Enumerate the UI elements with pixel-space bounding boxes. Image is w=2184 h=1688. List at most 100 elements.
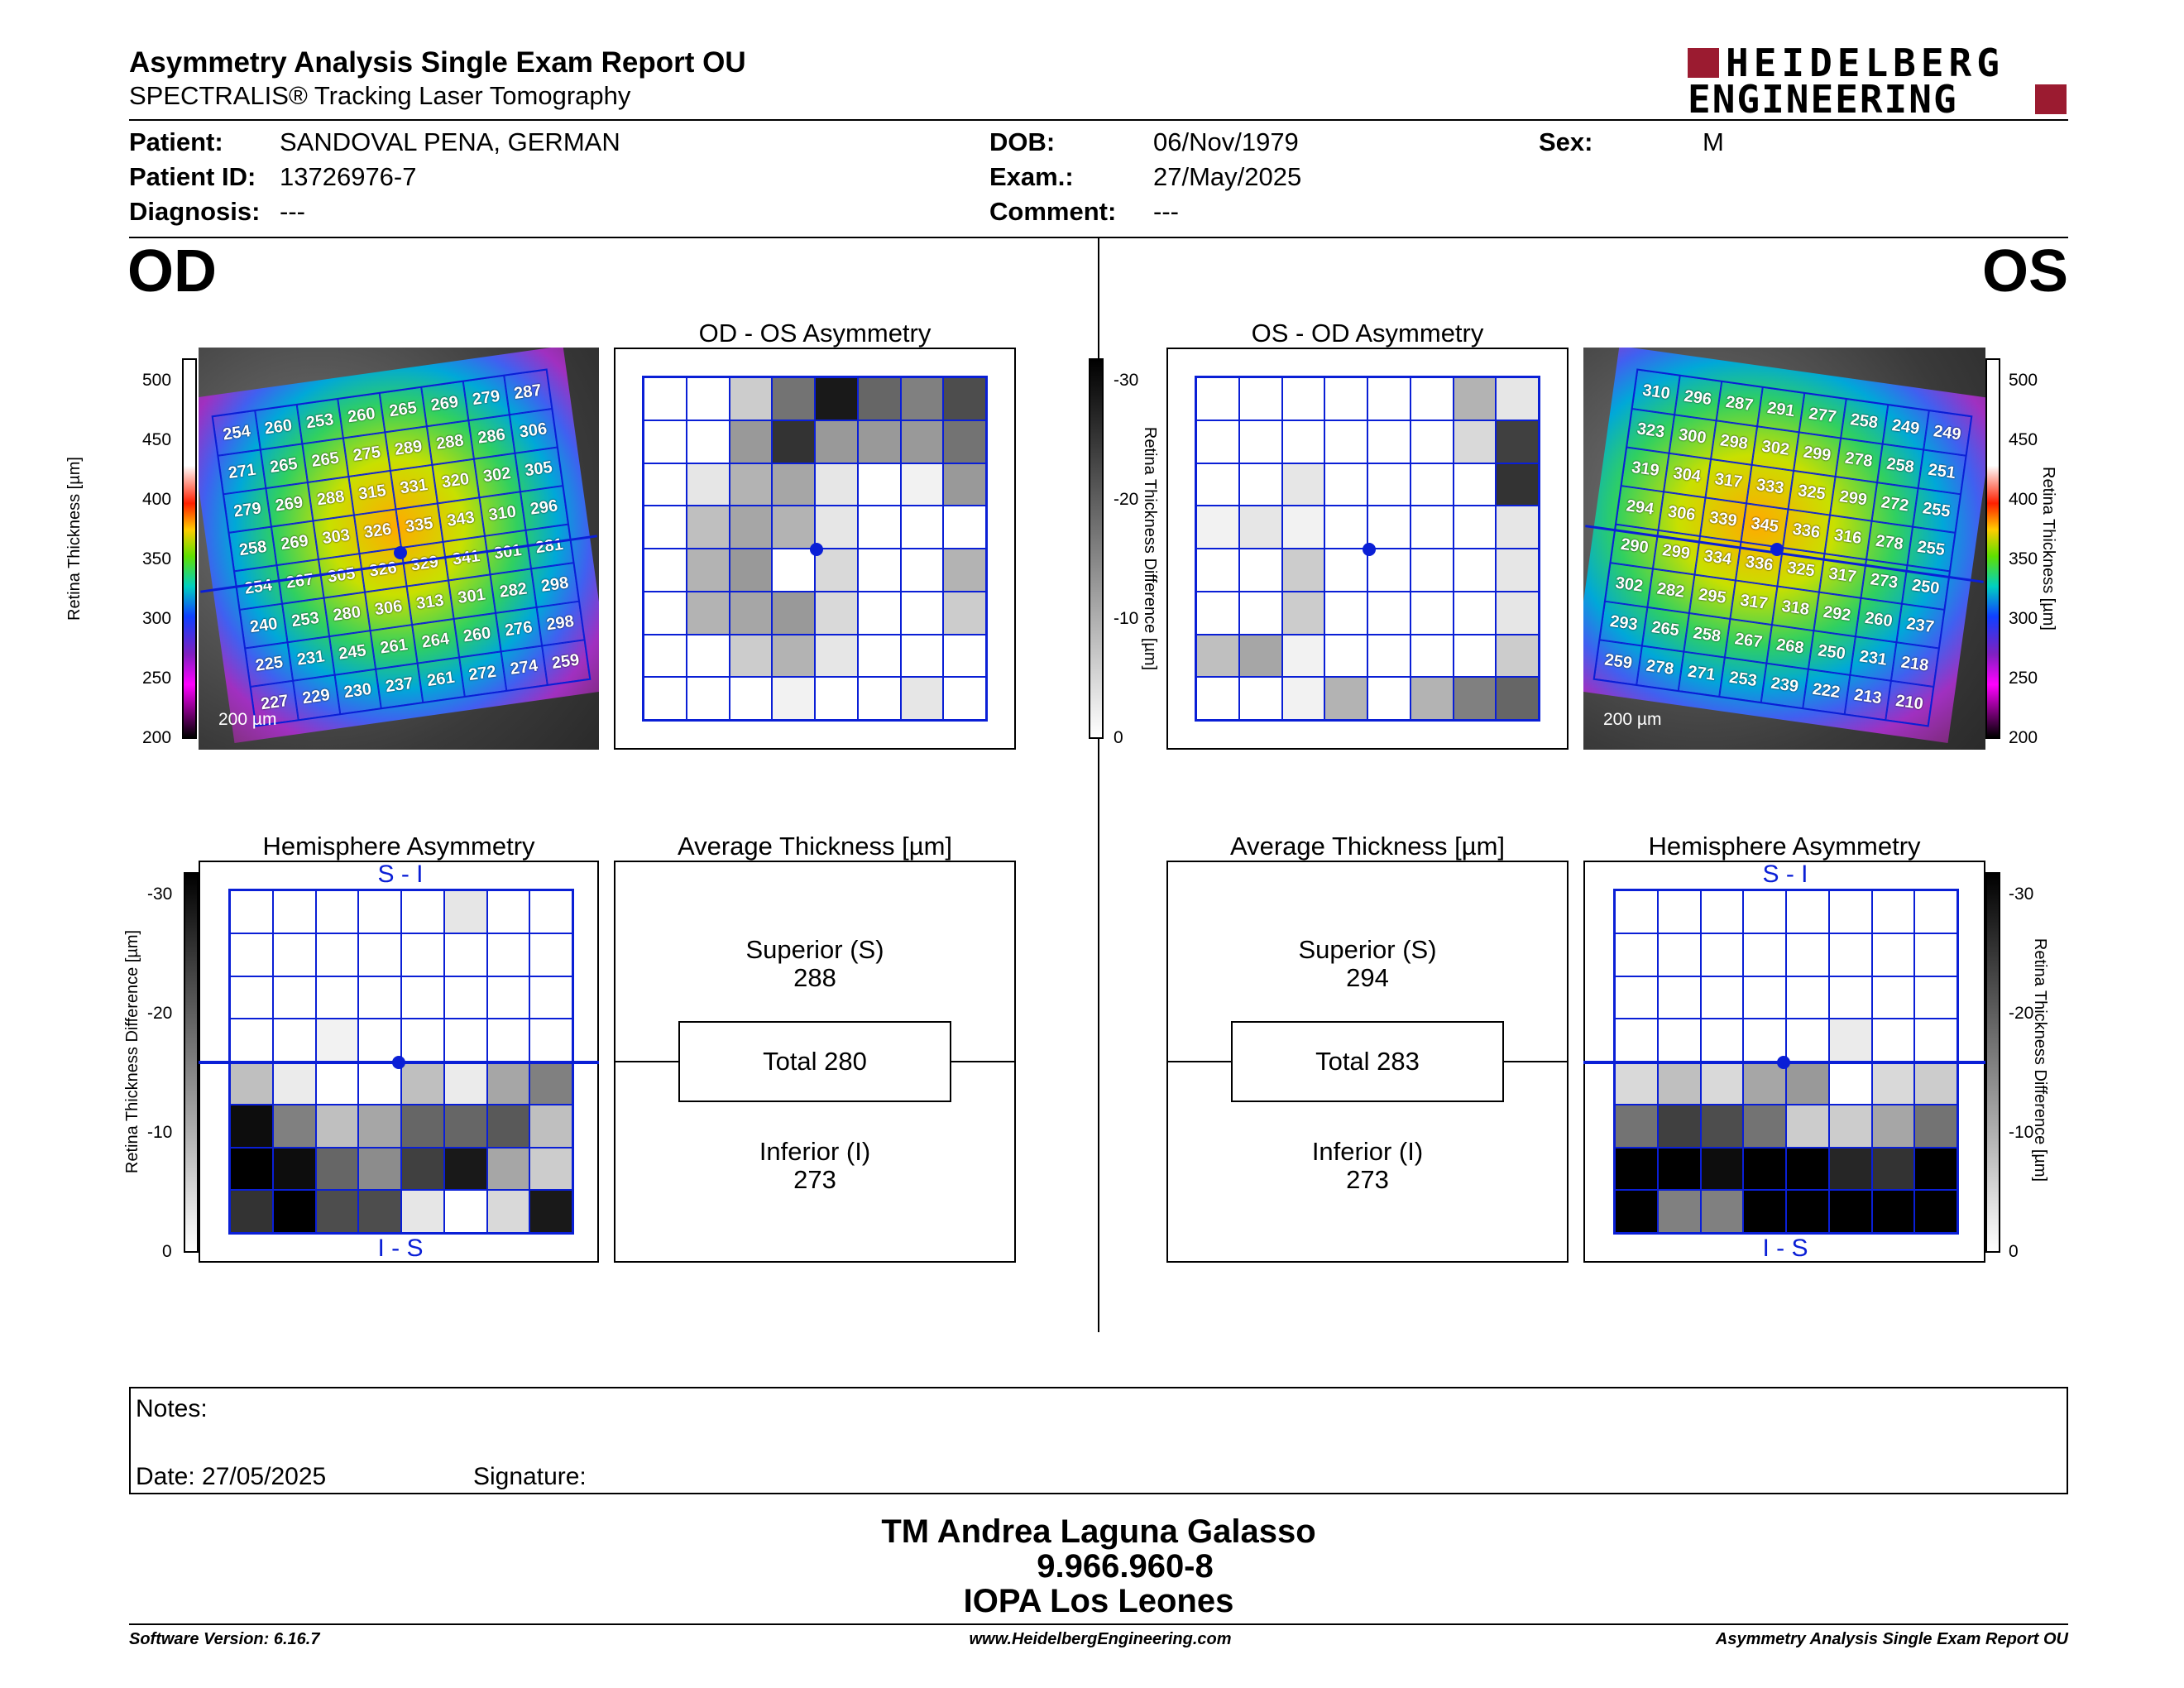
os-thickness-cell: 317: [1729, 579, 1779, 626]
od-thickness-tick: 450: [142, 430, 172, 449]
os-hemi-cell: [1658, 1019, 1700, 1061]
os-asym-cell: [1368, 549, 1410, 591]
os-hemi-cell: [1744, 1191, 1785, 1232]
os-thickness-cell: 293: [1599, 600, 1649, 647]
os-hemi-cell: [1787, 1148, 1828, 1190]
od-hemi-cell: [402, 1062, 443, 1104]
od-thickness-cell: 296: [520, 485, 569, 531]
os-asym-cell: [1497, 506, 1538, 548]
od-asym-cell: [901, 678, 943, 719]
od-hemi-cell: [487, 891, 529, 933]
os-hemi-cell: [1829, 976, 1871, 1019]
od-thickness-cell: 286: [467, 414, 516, 460]
os-thickness-axis-label: Retina Thickness [µm]: [2039, 467, 2057, 631]
signature-label: Signature:: [473, 1463, 587, 1490]
os-avg-title: Average Thickness [µm]: [1229, 832, 1506, 861]
od-thickness-cell: 229: [291, 674, 341, 721]
od-thickness-cell: 288: [425, 420, 475, 466]
od-hemi-cell: [273, 1105, 315, 1147]
center-diff-colorbar: [1089, 358, 1104, 739]
os-hemi-cell: [1915, 1191, 1956, 1232]
os-thickness-cell: 298: [1709, 420, 1759, 466]
od-hemi-cell: [487, 933, 529, 976]
os-hemi-cell: [1701, 1148, 1743, 1190]
od-asym-cell: [644, 420, 686, 463]
os-hemi-cell: [1744, 891, 1785, 933]
os-thickness-cell: 218: [1890, 641, 1940, 688]
os-asym-cell: [1239, 549, 1281, 591]
os-thickness-cell: 253: [1718, 656, 1768, 703]
od-asym-cell: [687, 420, 729, 463]
os-thickness-cell: 268: [1765, 623, 1815, 670]
os-thickness-tick: 300: [2009, 609, 2038, 628]
os-hemi-cell: [1616, 1148, 1657, 1190]
os-asym-cell: [1454, 678, 1496, 719]
os-inferior-label: Inferior (I): [1311, 1137, 1424, 1166]
od-hemi-cell: [316, 1191, 358, 1232]
os-inferior-value: 273: [1346, 1165, 1389, 1194]
od-total-value: Total 280: [763, 1047, 867, 1076]
od-hemi-cell: [402, 1105, 443, 1147]
od-asym-cell: [644, 506, 686, 548]
od-asym-cell: [773, 463, 814, 506]
od-thickness-cell: 258: [228, 525, 278, 573]
od-thickness-tick: 300: [142, 609, 172, 628]
od-asym-cell: [816, 549, 857, 591]
footer-website[interactable]: www.HeidelbergEngineering.com: [969, 1630, 1232, 1648]
os-asym-cell: [1239, 463, 1281, 506]
od-asym-cell: [901, 592, 943, 634]
od-hemi-cell: [273, 891, 315, 933]
od-thickness-cell: 313: [405, 579, 455, 626]
od-hemi-cell: [444, 1148, 486, 1190]
od-asym-cell: [944, 635, 985, 677]
os-asym-cell: [1197, 635, 1238, 677]
os-thickness-cell: 213: [1843, 674, 1893, 721]
os-asym-cell: [1368, 378, 1410, 420]
od-hemi-cell: [402, 1148, 443, 1190]
os-hemi-cell: [1829, 933, 1871, 976]
os-total-value: Total 283: [1315, 1047, 1420, 1076]
od-thickness-cell: 260: [253, 404, 303, 451]
patient-value: SANDOVAL PENA, GERMAN: [280, 127, 620, 156]
od-asym-cell: [687, 463, 729, 506]
os-thickness-cell: 323: [1626, 407, 1675, 454]
od-asym-cell: [858, 420, 900, 463]
os-thickness-cell: 278: [1635, 645, 1684, 692]
od-asym-cell: [644, 463, 686, 506]
od-asym-cell: [773, 592, 814, 634]
center-diff-axis-label: Retina Thickness Difference [µm]: [1141, 426, 1159, 671]
od-hemi-cell: [231, 976, 272, 1019]
notes-box[interactable]: Notes: Date: 27/05/2025 Signature:: [129, 1387, 2068, 1494]
od-thickness-cell: 245: [328, 630, 377, 676]
od-asym-cell: [858, 678, 900, 719]
os-asym-title: OS - OD Asymmetry: [1251, 319, 1484, 348]
od-hemi-cell: [359, 1191, 400, 1232]
os-hemi-cell: [1658, 1062, 1700, 1104]
os-hemi-cell: [1658, 933, 1700, 976]
os-asym-cell: [1325, 678, 1367, 719]
os-asym-cell: [1368, 420, 1410, 463]
od-hemi-cell: [273, 1148, 315, 1190]
od-hemi-cell: [231, 891, 272, 933]
od-asym-cell: [730, 592, 772, 634]
od-hemi-cell: [316, 1019, 358, 1061]
os-asym-cell: [1410, 678, 1453, 719]
os-asym-cell: [1410, 420, 1453, 463]
os-thickness-cell: 222: [1801, 668, 1851, 715]
od-asym-cell: [730, 678, 772, 719]
od-asym-cell: [901, 549, 943, 591]
center-diff-tick: -20: [1114, 490, 1139, 509]
os-thickness-cell: 237: [1895, 602, 1945, 650]
od-thickness-cell: 282: [488, 568, 538, 615]
os-hemi-cell: [1616, 1062, 1657, 1104]
os-hemi-cell: [1658, 976, 1700, 1019]
os-hemi-cell: [1915, 1062, 1956, 1104]
od-asym-cell: [687, 549, 729, 591]
od-hemi-cell: [402, 1019, 443, 1061]
os-asym-cell: [1239, 378, 1281, 420]
od-asym-cell: [816, 420, 857, 463]
od-hemi-cell: [231, 933, 272, 976]
os-thickness-cell: 258: [1682, 611, 1731, 659]
od-hemi-cell: [444, 1062, 486, 1104]
os-hemi-cell: [1616, 1191, 1657, 1232]
